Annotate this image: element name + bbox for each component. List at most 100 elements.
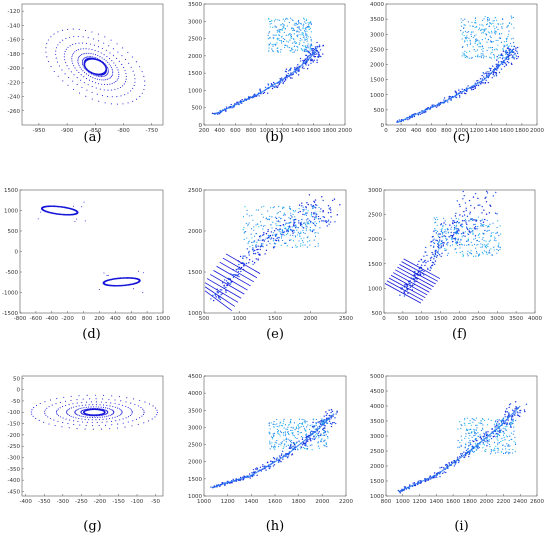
data-point: [71, 54, 74, 56]
data-point: [491, 254, 493, 256]
y-tick-label: -220: [8, 80, 21, 86]
data-point: [474, 223, 476, 225]
data-point: [246, 257, 248, 259]
data-point: [246, 213, 248, 215]
data-point: [299, 34, 301, 36]
data-point: [492, 22, 494, 24]
data-point: [50, 36, 52, 38]
data-point: [482, 31, 484, 34]
data-point: [490, 451, 492, 453]
data-point: [496, 419, 498, 421]
data-point: [497, 442, 499, 444]
data-point: [53, 205, 56, 208]
data-point: [459, 241, 461, 243]
x-tick-label: 2000: [480, 499, 494, 505]
data-point: [296, 26, 299, 28]
y-tick-label: 4000: [370, 2, 384, 8]
data-point: [318, 437, 320, 439]
data-point: [323, 415, 325, 417]
data-point: [279, 29, 281, 31]
data-point: [292, 19, 294, 21]
data-point: [287, 230, 290, 233]
data-point: [152, 405, 154, 407]
data-point: [481, 427, 484, 429]
data-point: [121, 284, 124, 287]
data-point: [134, 81, 136, 83]
data-point: [295, 427, 297, 429]
data-point: [269, 428, 271, 430]
data-point: [466, 31, 468, 33]
y-tick-label: 2500: [188, 188, 202, 194]
data-point: [95, 82, 97, 84]
data-point: [123, 284, 126, 287]
data-point: [517, 56, 520, 58]
data-point: [488, 225, 490, 228]
data-point: [66, 411, 68, 413]
subplot-h: 1000 1200 1400 1600 1800 2000 2200100015002000…: [188, 374, 353, 534]
data-point: [462, 31, 464, 33]
data-point: [269, 235, 271, 238]
data-point: [80, 48, 82, 50]
data-point: [109, 414, 111, 416]
data-point: [293, 224, 295, 226]
data-point: [316, 53, 318, 55]
x-tick-label: 4000: [528, 316, 542, 322]
data-point: [516, 52, 519, 55]
data-point: [499, 54, 501, 57]
data-point: [276, 442, 278, 444]
data-point: [81, 54, 83, 56]
data-point: [131, 410, 133, 412]
data-point: [276, 86, 279, 89]
data-point: [273, 464, 276, 466]
data-point: [483, 419, 486, 421]
data-point: [474, 419, 476, 421]
data-point: [62, 406, 64, 408]
data-point: [122, 103, 124, 105]
data-point: [474, 433, 476, 435]
data-point: [321, 196, 323, 198]
data-point: [312, 418, 314, 420]
data-point: [295, 24, 297, 26]
data-point: [61, 69, 63, 71]
data-point: [333, 198, 336, 200]
data-point: [447, 252, 449, 254]
data-point: [498, 434, 501, 436]
data-point: [482, 57, 485, 59]
data-point: [86, 89, 88, 91]
data-point: [325, 221, 328, 224]
data-point: [506, 58, 508, 60]
data-point: [490, 47, 492, 49]
data-point: [303, 237, 305, 239]
data-point: [45, 47, 47, 49]
data-point: [290, 422, 292, 424]
data-point: [286, 456, 289, 459]
data-point: [477, 84, 479, 86]
data-point: [278, 426, 280, 428]
data-point: [280, 431, 282, 434]
data-point: [496, 422, 498, 424]
data-point: [91, 81, 94, 83]
data-point: [306, 57, 308, 59]
data-point: [306, 38, 308, 40]
data-point: [442, 224, 444, 226]
data-point: [509, 452, 511, 454]
data-point: [469, 252, 471, 254]
data-point: [81, 60, 84, 62]
data-point: [305, 225, 307, 227]
data-point: [278, 206, 280, 208]
data-point: [82, 48, 84, 50]
data-point: [300, 23, 303, 25]
data-point: [496, 426, 498, 428]
data-point: [63, 53, 66, 55]
data-point: [315, 422, 317, 425]
data-point: [59, 416, 62, 418]
data-point: [487, 431, 489, 433]
data-point: [255, 232, 257, 235]
x-tick-label: 200: [94, 316, 105, 322]
data-point: [510, 419, 513, 421]
data-point: [35, 417, 37, 420]
data-point: [298, 208, 300, 210]
trajectory-line: [397, 49, 514, 124]
data-point: [118, 60, 120, 62]
data-point: [299, 235, 301, 237]
